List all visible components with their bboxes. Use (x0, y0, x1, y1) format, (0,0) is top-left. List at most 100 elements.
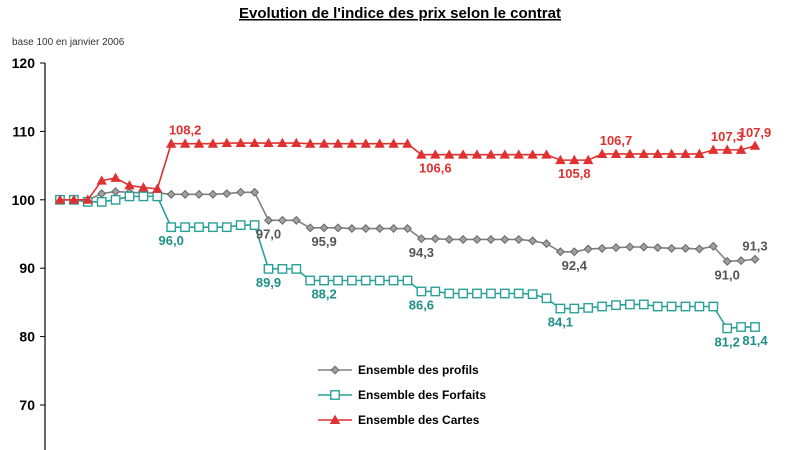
data-point (499, 288, 510, 299)
data-point (166, 222, 177, 233)
data-point (736, 322, 747, 332)
data-point (277, 263, 288, 274)
data-label: 81,4 (742, 333, 768, 348)
data-point (430, 286, 441, 297)
data-point (207, 138, 219, 148)
data-point (347, 275, 357, 286)
data-point (486, 288, 496, 299)
data-point (291, 263, 302, 274)
data-labels: 97,0 95,9 94,3 92,4 91,091,3 96,0 89,9 88,2 86,6… (159, 123, 772, 350)
data-point (194, 189, 204, 199)
series-line (60, 142, 756, 201)
data-label: 106,7 (600, 133, 633, 148)
data-point (263, 263, 274, 274)
data-point (361, 224, 371, 234)
data-point (333, 223, 343, 233)
data-point (527, 149, 538, 159)
data-label: 95,9 (311, 234, 336, 249)
data-point (402, 138, 413, 148)
legend: Ensemble des profils Ensemble des Forfait… (318, 363, 486, 427)
data-point (638, 148, 649, 158)
data-point (402, 275, 413, 286)
data-label: 81,2 (715, 334, 740, 349)
data-point (402, 224, 413, 234)
data-point (722, 323, 733, 334)
legend-item: Ensemble des profils (318, 363, 479, 377)
data-point (611, 300, 621, 311)
data-point (666, 148, 677, 158)
legend-label: Ensemble des profils (358, 363, 479, 377)
data-point (54, 194, 66, 204)
data-point (330, 390, 340, 400)
data-point (305, 223, 315, 233)
data-point (444, 234, 454, 244)
data-point (625, 299, 635, 310)
data-point (513, 149, 524, 159)
data-point (329, 414, 341, 425)
data-point (555, 247, 565, 257)
data-point (82, 194, 93, 204)
data-point (583, 154, 594, 165)
data-point (250, 187, 260, 197)
data-label: 84,1 (548, 315, 573, 330)
data-point (625, 242, 635, 252)
data-point (319, 275, 329, 286)
data-point (583, 244, 593, 254)
data-point (652, 148, 663, 158)
data-label: 106,6 (419, 161, 452, 176)
data-point (708, 144, 719, 154)
data-point (652, 301, 663, 312)
data-label: 96,0 (159, 233, 184, 248)
data-point (249, 137, 260, 148)
data-point (597, 243, 607, 253)
data-point (193, 138, 205, 148)
data-point (597, 301, 608, 312)
data-point (305, 138, 316, 148)
data-point (611, 243, 621, 253)
data-point (750, 254, 760, 264)
data-point (389, 224, 399, 234)
data-point (263, 215, 274, 225)
data-point (694, 148, 705, 158)
y-tick-label: 110 (12, 123, 35, 139)
data-point (499, 149, 510, 159)
data-label: 91,3 (742, 238, 767, 253)
data-point (388, 275, 399, 286)
data-point (513, 288, 524, 299)
data-point (207, 222, 218, 233)
data-point (138, 191, 149, 202)
data-point (96, 175, 107, 185)
data-point (221, 222, 232, 233)
data-point (680, 148, 691, 158)
data-point (138, 182, 149, 192)
data-point (596, 148, 608, 158)
data-point (569, 247, 579, 257)
y-tick-label: 100 (12, 192, 36, 208)
data-point (638, 299, 649, 310)
data-point (166, 189, 176, 199)
data-point (110, 194, 121, 205)
data-point (235, 220, 246, 231)
data-point (374, 275, 385, 286)
data-point (736, 256, 746, 266)
data-point (180, 222, 190, 233)
data-point (124, 191, 135, 202)
data-point (708, 241, 718, 251)
data-point (680, 243, 691, 253)
data-point (68, 194, 80, 204)
data-point (458, 288, 468, 299)
data-point (666, 301, 677, 312)
data-point (318, 138, 330, 148)
data-point (375, 224, 385, 234)
data-point (416, 149, 427, 159)
series-layer (54, 137, 761, 334)
data-point (110, 172, 121, 182)
data-point (277, 137, 288, 148)
data-point (735, 144, 747, 154)
data-point (485, 149, 497, 159)
data-point (346, 138, 358, 148)
data-point (263, 137, 274, 148)
data-point (528, 236, 538, 246)
data-label: 94,3 (409, 245, 434, 260)
data-point (152, 183, 163, 193)
